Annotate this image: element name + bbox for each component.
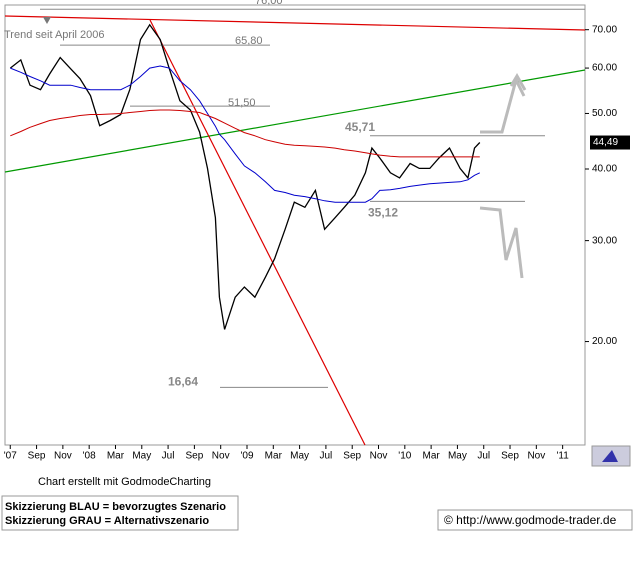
scenario-arrow — [479, 206, 524, 279]
x-tick-label: '08 — [83, 451, 96, 462]
y-tick-label: 20.00 — [592, 336, 617, 347]
last-price-box — [590, 135, 630, 150]
x-tick-label: Nov — [527, 451, 545, 462]
x-tick-label: Nov — [54, 451, 72, 462]
level-label: 76,00 — [255, 0, 283, 7]
x-tick-label: Mar — [265, 451, 283, 462]
trend-line — [4, 15, 586, 31]
x-tick-label: '10 — [398, 451, 411, 462]
y-tick-label: 30.00 — [592, 235, 617, 246]
x-tick-label: Jul — [162, 451, 175, 462]
source: © http://www.godmode-trader.de — [444, 513, 617, 527]
x-tick-label: Sep — [501, 451, 519, 462]
x-tick-label: Jul — [320, 451, 333, 462]
x-tick-label: Sep — [28, 451, 46, 462]
level-label: 45,71 — [345, 120, 375, 134]
scenario-arrow-head — [509, 73, 527, 91]
y-tick-label: 40.00 — [592, 164, 617, 175]
x-tick-label: Nov — [212, 451, 230, 462]
x-tick-label: Sep — [185, 451, 203, 462]
marker — [43, 17, 51, 24]
y-tick-label: 50.00 — [592, 108, 617, 119]
plot-frame — [4, 4, 586, 446]
series-line — [9, 23, 481, 330]
note: Skizzierung BLAU = bevorzugtes Szenario — [5, 501, 226, 513]
x-tick-label: '11 — [556, 451, 569, 462]
credit: Chart erstellt mit GodmodeCharting — [38, 476, 211, 488]
source-box — [437, 509, 633, 531]
x-tick-label: '09 — [240, 451, 253, 462]
y-tick-label: 70.00 — [592, 24, 617, 35]
icon-glyph — [602, 450, 618, 462]
series-line — [10, 65, 481, 203]
series-line — [10, 109, 480, 158]
x-tick-label: Mar — [423, 451, 441, 462]
level-label: 16,64 — [168, 375, 198, 389]
x-tick-label: Jul — [477, 451, 490, 462]
last-price-label: 44,49 — [593, 137, 618, 148]
level-label: 35,12 — [368, 206, 398, 220]
scenario-arrow — [480, 75, 526, 134]
level-label: 65,80 — [235, 35, 263, 47]
x-tick-label: '07 — [4, 451, 17, 462]
x-tick-label: May — [290, 451, 309, 462]
y-tick-label: 60.00 — [592, 63, 617, 74]
x-tick-label: Sep — [343, 451, 361, 462]
x-tick-label: Nov — [370, 451, 388, 462]
x-tick-label: Mar — [107, 451, 125, 462]
trend-line — [149, 19, 366, 446]
trend-label: Trend seit April 2006 — [4, 29, 104, 41]
trend-line — [4, 69, 586, 173]
level-label: 51,50 — [228, 97, 256, 109]
note: Skizzierung GRAU = Alternativszenario — [5, 515, 209, 527]
note-box — [1, 495, 239, 531]
x-tick-label: May — [448, 451, 467, 462]
x-tick-label: May — [132, 451, 151, 462]
